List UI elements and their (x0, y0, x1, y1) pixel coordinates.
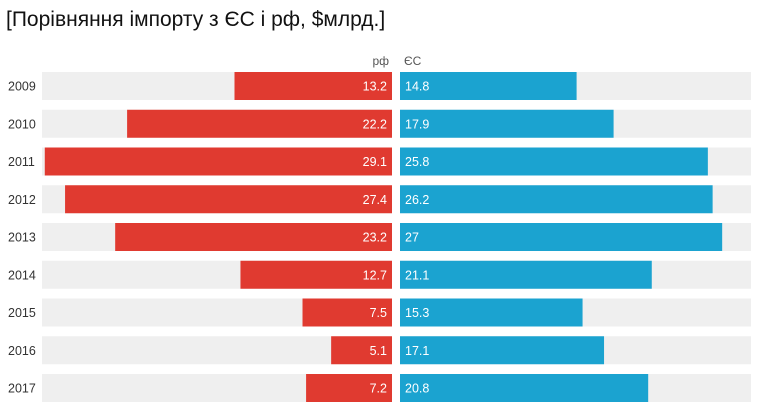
chart-row: 2011 29.1 25.8 (8, 147, 751, 176)
value-label-left: 7.2 (370, 382, 387, 396)
bar-left (240, 260, 392, 289)
bar-left (65, 185, 393, 214)
value-label-left: 13.2 (363, 80, 387, 94)
value-label-right: 17.9 (405, 117, 429, 131)
value-label-left: 27.4 (363, 193, 387, 207)
bar-right (400, 185, 713, 214)
chart-row: 2009 13.2 14.8 (8, 72, 751, 100)
value-label-right: 14.8 (405, 80, 429, 94)
value-label-left: 12.7 (363, 268, 387, 282)
bar-left (115, 223, 392, 251)
category-label: 2009 (8, 80, 36, 94)
bar-right (400, 223, 723, 251)
category-label: 2011 (8, 155, 35, 169)
bar-right (400, 374, 649, 402)
value-label-right: 20.8 (405, 382, 429, 396)
bar-left (306, 374, 392, 402)
chart-row: 2017 7.2 20.8 (8, 374, 751, 402)
chart-row: 2015 7.5 15.3 (8, 298, 751, 327)
category-label: 2016 (8, 344, 36, 358)
value-label-right: 26.2 (405, 193, 429, 207)
bar-left (234, 72, 392, 100)
value-label-left: 23.2 (363, 231, 387, 245)
value-label-right: 27 (405, 231, 419, 245)
value-label-right: 15.3 (405, 306, 429, 320)
chart-row: 2014 12.7 21.1 (8, 260, 751, 289)
series-header-left: рф (372, 54, 389, 68)
chart-row: 2013 23.2 27 (8, 223, 751, 251)
chart-row: 2016 5.1 17.1 (8, 336, 751, 365)
bar-left (127, 109, 392, 138)
category-label: 2017 (8, 382, 36, 396)
value-label-left: 7.5 (370, 306, 387, 320)
bar-right (400, 72, 577, 100)
category-label: 2013 (8, 231, 36, 245)
bar-right (400, 109, 614, 138)
bar-left (44, 147, 392, 176)
category-label: 2012 (8, 193, 36, 207)
value-label-right: 17.1 (405, 344, 429, 358)
category-label: 2014 (8, 268, 36, 282)
category-label: 2015 (8, 306, 36, 320)
value-label-left: 5.1 (370, 344, 387, 358)
chart-title: [Порівняння імпорту з ЄС і рф, $млрд.] (6, 8, 386, 31)
bar-right (400, 147, 708, 176)
value-label-left: 29.1 (363, 155, 387, 169)
series-header-right: ЄС (404, 54, 422, 68)
chart-row: 2012 27.4 26.2 (8, 185, 751, 214)
value-label-right: 21.1 (405, 268, 429, 282)
value-label-right: 25.8 (405, 155, 429, 169)
value-label-left: 22.2 (363, 117, 387, 131)
bar-left (302, 298, 392, 327)
category-label: 2010 (8, 117, 36, 131)
bar-right (400, 336, 605, 365)
chart-row: 2010 22.2 17.9 (8, 109, 751, 138)
bar-right (400, 260, 652, 289)
bar-right (400, 298, 583, 327)
bar-left (331, 336, 392, 365)
